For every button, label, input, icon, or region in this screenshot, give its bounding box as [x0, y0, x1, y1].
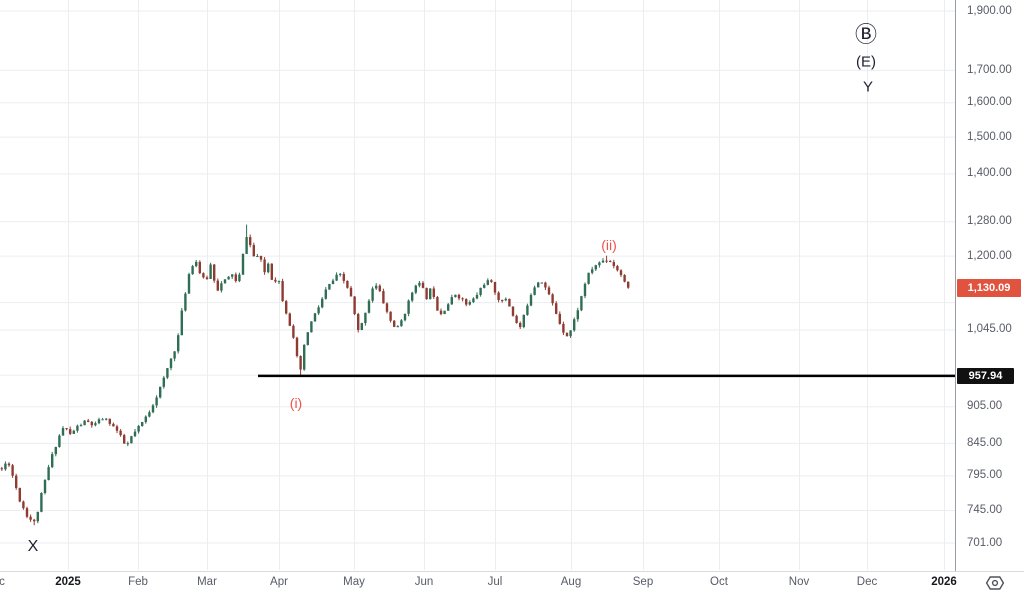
price-tick-label: 905.00: [967, 400, 1003, 413]
price-tick-label: 1,280.00: [967, 215, 1012, 228]
time-tick-label: Jun: [414, 576, 434, 588]
price-tick-label: 1,900.00: [967, 4, 1012, 17]
price-tick-label: 1,500.00: [967, 130, 1012, 143]
settings-icon-hexagon: [985, 576, 1005, 590]
price-tick-label: 1,600.00: [967, 96, 1012, 109]
time-tick-label: May: [343, 576, 365, 588]
time-tick-label: Oct: [710, 576, 728, 588]
time-tick-label: Nov: [788, 576, 810, 588]
level-line-price-label: 957.94: [957, 367, 1014, 384]
time-tick-label: c: [0, 576, 5, 588]
wave-label-ii[interactable]: (ii): [601, 237, 617, 253]
wave-label-e[interactable]: (E): [856, 53, 876, 71]
last-price-label: 1,130.09: [957, 278, 1021, 297]
price-tick-label: 1,200.00: [967, 249, 1012, 262]
settings-icon[interactable]: [985, 575, 1005, 591]
price-tick-label: 1,045.00: [967, 323, 1012, 336]
time-tick-label: Apr: [270, 576, 288, 588]
price-tick-label: 745.00: [967, 504, 1003, 517]
price-tick-label: 845.00: [967, 436, 1003, 449]
time-tick-label: Aug: [560, 576, 582, 588]
chart-plot-area[interactable]: [0, 0, 1024, 571]
wave-label-y[interactable]: Y: [862, 78, 874, 96]
time-tick-label: 2026: [931, 576, 957, 588]
time-axis[interactable]: c 2025 Feb Mar Apr May Jun Jul Aug Sep Oct Nov Dec 20…: [0, 571, 1024, 593]
price-tick-label: 1,700.00: [967, 63, 1012, 76]
candles: [0, 224, 630, 526]
time-tick-label: Mar: [197, 576, 217, 588]
wave-label-x[interactable]: X: [27, 538, 39, 555]
price-tick-label: 1,400.00: [967, 167, 1012, 180]
time-tick-label: Jul: [487, 576, 503, 588]
price-tick-label: 795.00: [967, 469, 1003, 482]
gridlines: [0, 0, 955, 570]
price-axis[interactable]: 1,130.09 957.94 1,900.00 1,700.00 1,600.00…: [956, 0, 1024, 571]
settings-icon-circle: [991, 579, 999, 587]
price-axis-border: [955, 0, 956, 593]
wave-label-b-circled[interactable]: Ⓑ: [854, 22, 878, 47]
time-tick-label: Sep: [632, 576, 654, 588]
price-tick-label: 701.00: [967, 536, 1003, 549]
wave-label-i[interactable]: (i): [289, 395, 303, 411]
time-tick-label: 2025: [55, 576, 81, 588]
time-tick-label: Feb: [128, 576, 148, 588]
time-tick-label: Dec: [856, 576, 878, 588]
